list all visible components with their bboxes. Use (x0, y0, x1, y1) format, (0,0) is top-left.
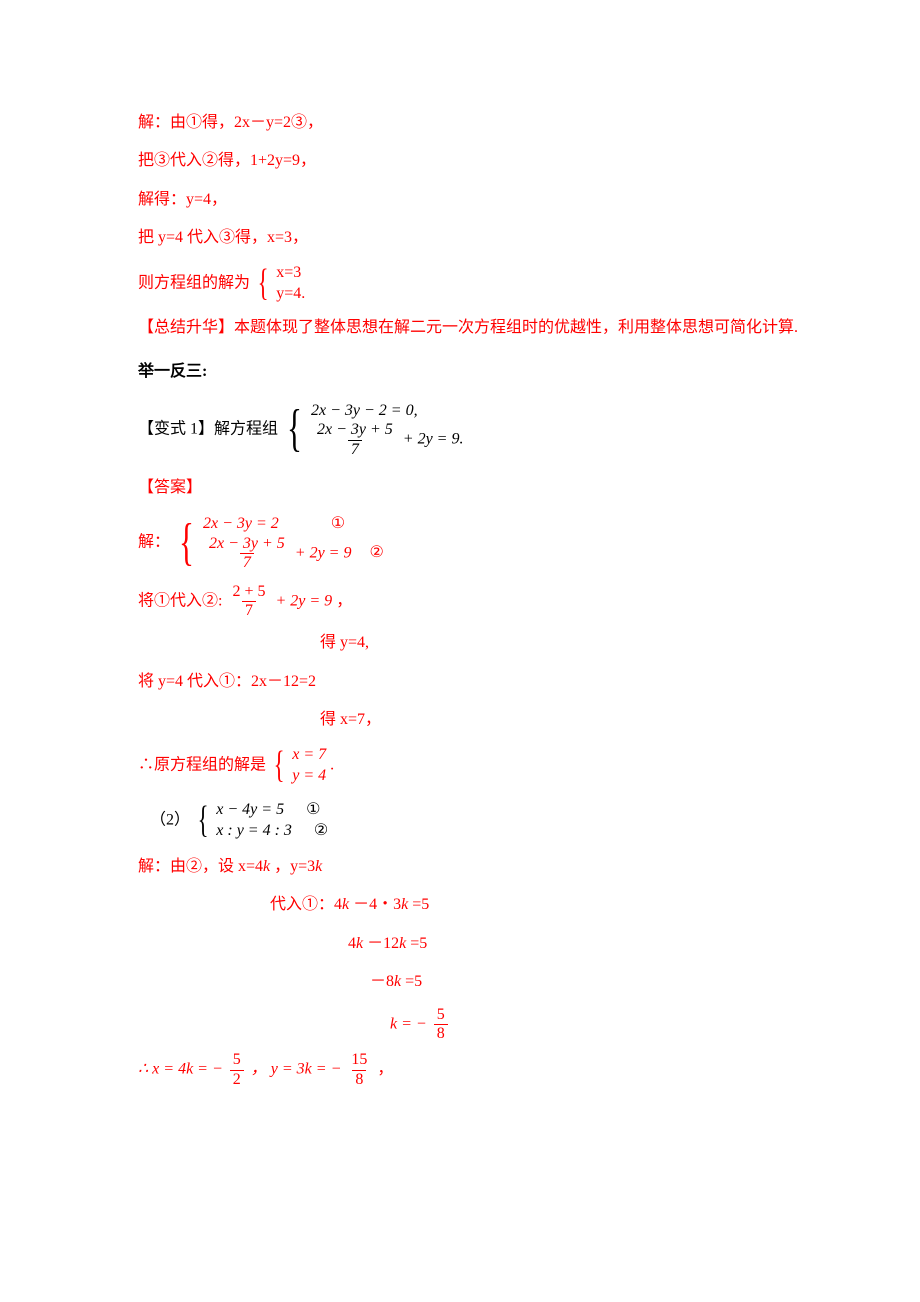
step-line: 代入①：4k －4・3k =5 (90, 890, 830, 920)
substitution-line: 将①代入②: 2 + 5 7 + 2y = 9 ， (90, 583, 830, 621)
solution-label: 解： (138, 534, 170, 551)
fraction-num: 15 (348, 1051, 370, 1069)
fraction-num: 2 + 5 (229, 583, 268, 601)
document-page: 解：由①得，2x－y=2③， 把③代入②得，1+2y=9， 解得：y=4， 把 … (0, 0, 920, 1157)
equation-system: { 2x − 3y = 2 ① 2x − 3y + 5 7 + 2y = 9 ② (174, 513, 384, 572)
solution-system: 解： { 2x − 3y = 2 ① 2x − 3y + 5 7 + 2y = … (90, 513, 830, 572)
result-line: 得 x=7， (90, 705, 830, 735)
brace-icon: { (274, 746, 285, 784)
substitution-line: 将 y=4 代入①：2x－12=2 (90, 667, 830, 697)
eq-top: x − 4y = 5 ① (216, 799, 328, 821)
equation-system: { x = 7 y = 4 (270, 744, 326, 787)
step-line: 4k －12k =5 (90, 929, 830, 959)
fraction-den: 8 (434, 1024, 448, 1043)
answer-label: 【答案】 (90, 473, 830, 503)
brace-icon: { (179, 517, 194, 569)
heading-variant: 举一反三: (90, 357, 830, 387)
part-label: （2） (150, 811, 190, 828)
fraction-num: 2x − 3y + 5 (314, 421, 396, 439)
step-line: 把③代入②得，1+2y=9， (90, 146, 830, 176)
fraction-den: 7 (242, 601, 256, 620)
eq-bot: 2x − 3y + 5 7 + 2y = 9 ② (203, 535, 384, 573)
eq-bot: y=4. (276, 283, 305, 305)
step-line: 解得：y=4， (90, 185, 830, 215)
eq-top: 2x − 3y − 2 = 0, (311, 400, 464, 422)
text: 则方程组的解为 (138, 274, 250, 291)
fraction-num: 5 (434, 1006, 448, 1024)
brace-icon: { (287, 403, 302, 455)
fraction-den: 2 (230, 1070, 244, 1089)
summary-line: 【总结升华】本题体现了整体思想在解二元一次方程组时的优越性，利用整体思想可简化计… (90, 313, 830, 343)
equation-system: { x − 4y = 5 ① x : y = 4 : 3 ② (194, 799, 328, 842)
fraction-den: 8 (352, 1070, 366, 1089)
k-value: k = − 5 8 (90, 1006, 830, 1044)
step-line: 解：由②，设 x=4k ，y=3k (90, 852, 830, 882)
fraction-den: 7 (240, 553, 254, 572)
brace-icon: { (198, 801, 209, 839)
brace-icon: { (258, 264, 269, 302)
variant-problem: 【变式 1】解方程组 { 2x − 3y − 2 = 0, 2x − 3y + … (90, 400, 830, 459)
result-line: 得 y=4, (90, 628, 830, 658)
step-line: －8k =5 (90, 967, 830, 997)
part2-problem: （2） { x − 4y = 5 ① x : y = 4 : 3 ② (90, 799, 830, 842)
eq-top: x=3 (276, 262, 305, 284)
equation-system: { 2x − 3y − 2 = 0, 2x − 3y + 5 7 + 2y = … (282, 400, 463, 459)
fraction-num: 2x − 3y + 5 (206, 535, 288, 553)
eq-top: 2x − 3y = 2 ① (203, 513, 384, 535)
final-solution: ∴原方程组的解是 { x = 7 y = 4 . (90, 744, 830, 787)
final-xy: ∴ x = 4k = − 5 2 ， y = 3k = − 15 8 ， (90, 1051, 830, 1089)
solution-line: 则方程组的解为 { x=3 y=4. (90, 262, 830, 305)
variant-label: 【变式 1】解方程组 (138, 420, 278, 437)
eq-bot: 2x − 3y + 5 7 + 2y = 9. (311, 421, 464, 459)
equation-system: { x=3 y=4. (254, 262, 305, 305)
fraction-num: 5 (230, 1051, 244, 1069)
eq-bot: x : y = 4 : 3 ② (216, 820, 328, 842)
fraction-den: 7 (348, 440, 362, 459)
step-line: 把 y=4 代入③得，x=3， (90, 223, 830, 253)
therefore-text: ∴原方程组的解是 (138, 756, 266, 773)
step-line: 解：由①得，2x－y=2③， (90, 108, 830, 138)
eq-top: x = 7 (292, 744, 326, 766)
eq-bot: y = 4 (292, 765, 326, 787)
